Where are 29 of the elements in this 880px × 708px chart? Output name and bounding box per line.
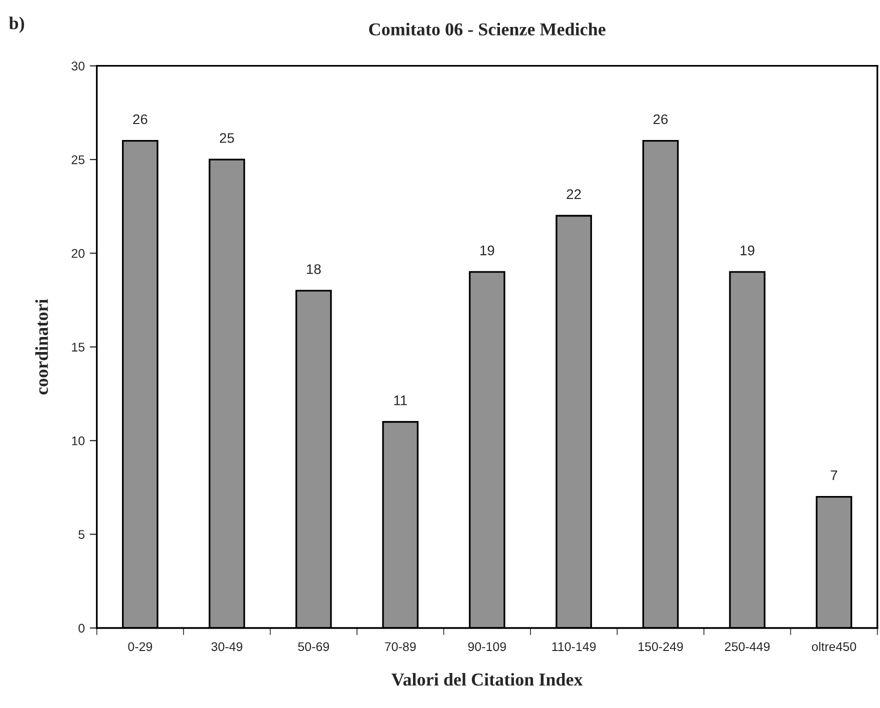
x-tick-label: 0-29: [128, 642, 152, 652]
data-label: 26: [133, 114, 148, 124]
x-tick-label: 50-69: [298, 642, 330, 652]
x-axis-title: Valori del Citation Index: [392, 672, 583, 686]
y-tick-label: 0: [78, 624, 85, 633]
x-tick-label: 250-449: [724, 642, 770, 652]
text: b): [9, 16, 24, 33]
data-label: 18: [306, 264, 321, 274]
y-tick-label: 30: [72, 62, 85, 70]
x-tick-label: 150-249: [638, 642, 683, 652]
data-label: 11: [394, 396, 407, 406]
data-label: 22: [566, 189, 581, 199]
y-tick-label: 5: [78, 530, 84, 539]
data-label: 25: [220, 133, 234, 143]
x-tick-label: 90-109: [468, 642, 506, 652]
data-label: 7: [830, 470, 838, 480]
x-tick-label: 110-149: [552, 642, 596, 652]
y-tick-label: 20: [72, 249, 85, 258]
data-label: 19: [740, 245, 754, 256]
x-tick-label: oltre450: [812, 642, 856, 652]
data-label: 19: [480, 245, 494, 256]
y-axis-title: coordinatori: [35, 299, 48, 394]
y-tick-label: 25: [72, 155, 84, 164]
x-tick-label: 30-49: [211, 642, 242, 652]
data-label: 26: [654, 114, 668, 124]
chart-title: Comitato 06 - Scienze Mediche: [369, 22, 606, 36]
y-tick-label: 15: [72, 342, 84, 352]
x-tick-label: 70-89: [385, 642, 416, 652]
y-tick-label: 10: [72, 436, 85, 446]
